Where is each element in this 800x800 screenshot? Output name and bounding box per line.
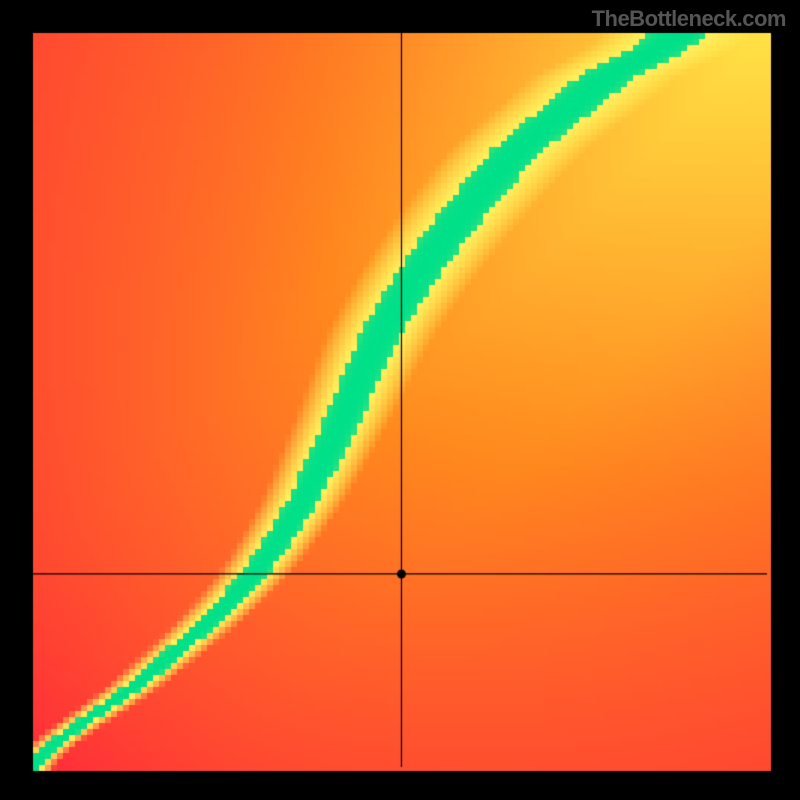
watermark-text: TheBottleneck.com — [592, 6, 786, 32]
bottleneck-heatmap — [0, 0, 800, 800]
